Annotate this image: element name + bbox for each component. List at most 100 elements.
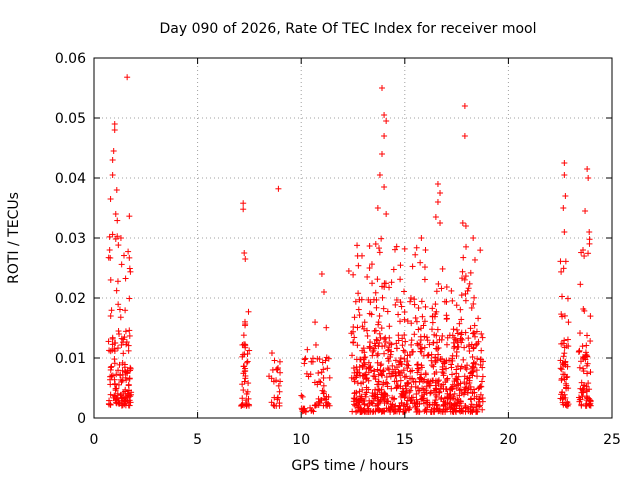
data-point (411, 296, 418, 303)
data-point (401, 348, 408, 355)
data-point (461, 373, 468, 380)
data-point (410, 379, 417, 386)
data-point (415, 305, 422, 312)
data-point (429, 326, 436, 333)
data-point (114, 390, 121, 397)
data-point (376, 330, 383, 337)
data-point (457, 408, 464, 415)
data-point (379, 368, 386, 375)
data-point (374, 276, 381, 283)
data-point (121, 252, 128, 259)
data-point (408, 383, 415, 390)
x-tick-labels: 0 5 10 15 20 25 (90, 432, 621, 448)
data-point (354, 242, 361, 249)
data-point (445, 357, 452, 364)
data-point (110, 394, 117, 401)
data-point (474, 373, 481, 380)
data-point (241, 378, 248, 385)
data-point (375, 350, 382, 357)
data-point (383, 405, 390, 412)
data-point (401, 394, 408, 401)
data-point (432, 354, 439, 361)
data-point (583, 383, 590, 390)
data-point (443, 406, 450, 413)
data-point (122, 328, 129, 335)
data-point (469, 365, 476, 372)
x-axis-label: GPS time / hours (291, 458, 408, 474)
data-point (560, 205, 567, 211)
data-point (453, 370, 460, 377)
axis-ticks (93, 57, 613, 419)
data-point (114, 233, 121, 240)
data-point (354, 324, 361, 331)
data-point (126, 265, 133, 272)
data-point (477, 402, 484, 409)
data-point (403, 385, 410, 392)
data-point (439, 265, 446, 272)
data-point (379, 372, 386, 379)
data-point (437, 385, 444, 392)
data-point (358, 380, 365, 387)
data-point (391, 395, 398, 402)
data-point (439, 332, 446, 339)
data-point (122, 275, 129, 282)
data-point (434, 339, 441, 346)
data-point (125, 402, 132, 409)
data-point (116, 330, 123, 337)
data-point (364, 273, 371, 280)
data-point (564, 336, 571, 343)
data-point (244, 401, 251, 408)
data-point (400, 347, 407, 354)
data-point (434, 405, 441, 412)
data-point (585, 175, 592, 181)
data-point (444, 334, 451, 341)
data-point (435, 351, 442, 358)
data-point (417, 259, 424, 266)
data-point (355, 404, 362, 411)
data-point (476, 384, 483, 391)
data-point (397, 354, 404, 361)
data-point (449, 332, 456, 339)
data-point (583, 400, 590, 407)
data-point (436, 388, 443, 395)
data-point (409, 375, 416, 382)
data-point (456, 320, 463, 327)
data-point (353, 389, 360, 396)
data-point (474, 340, 481, 347)
data-point (117, 371, 124, 378)
data-point (111, 381, 118, 388)
data-point (421, 276, 428, 283)
data-point (363, 327, 370, 334)
data-point (381, 389, 388, 396)
data-point (450, 326, 457, 333)
data-point (108, 363, 115, 370)
data-point (448, 287, 455, 294)
data-point (355, 262, 362, 269)
data-point (114, 217, 121, 224)
data-point (378, 235, 385, 242)
data-point (397, 377, 404, 384)
data-point (381, 184, 388, 190)
data-point (576, 398, 583, 405)
data-point (119, 359, 126, 366)
data-point (244, 388, 251, 395)
data-point (385, 398, 392, 405)
data-point (318, 271, 325, 277)
data-point (443, 315, 450, 322)
data-point (582, 349, 589, 356)
data-point (376, 312, 383, 319)
data-point (245, 380, 252, 387)
data-point (374, 402, 381, 409)
data-point (470, 300, 477, 307)
data-point (366, 345, 373, 352)
data-point (323, 393, 330, 400)
data-point (437, 190, 444, 196)
data-point (411, 331, 418, 338)
data-point (564, 295, 571, 302)
data-point (578, 379, 585, 386)
data-point (361, 349, 368, 356)
data-point (455, 343, 462, 350)
data-point (579, 386, 586, 393)
data-point (468, 304, 475, 311)
data-point (562, 394, 569, 401)
